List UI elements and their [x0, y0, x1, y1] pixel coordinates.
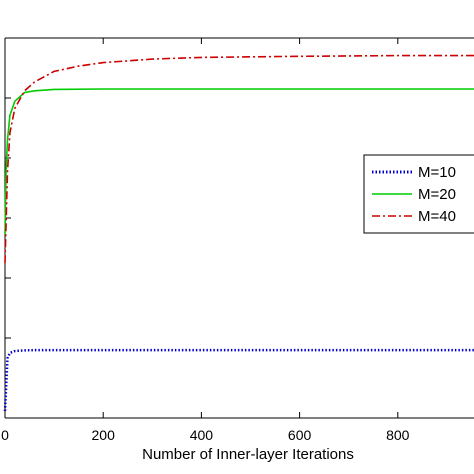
series-layer — [3, 54, 474, 412]
series-line-m-40 — [4, 54, 474, 264]
x-tick-label: 600 — [288, 427, 312, 443]
series-line-m-10 — [3, 348, 474, 412]
x-tick-label: 200 — [92, 427, 116, 443]
x-tick-label: 0 — [1, 427, 9, 443]
tick-layer: 0 200 400 600 800 — [1, 38, 410, 443]
x-tick-label: 400 — [190, 427, 214, 443]
series-line-m-20 — [4, 88, 474, 236]
x-axis-label: Number of Inner-layer Iterations — [142, 446, 354, 463]
x-tick-label: 800 — [386, 427, 410, 443]
legend-label: M=40 — [418, 208, 456, 225]
legend-label: M=20 — [418, 186, 456, 203]
legend-label: M=10 — [418, 164, 456, 181]
legend: M=10 M=20 M=40 — [363, 154, 474, 234]
